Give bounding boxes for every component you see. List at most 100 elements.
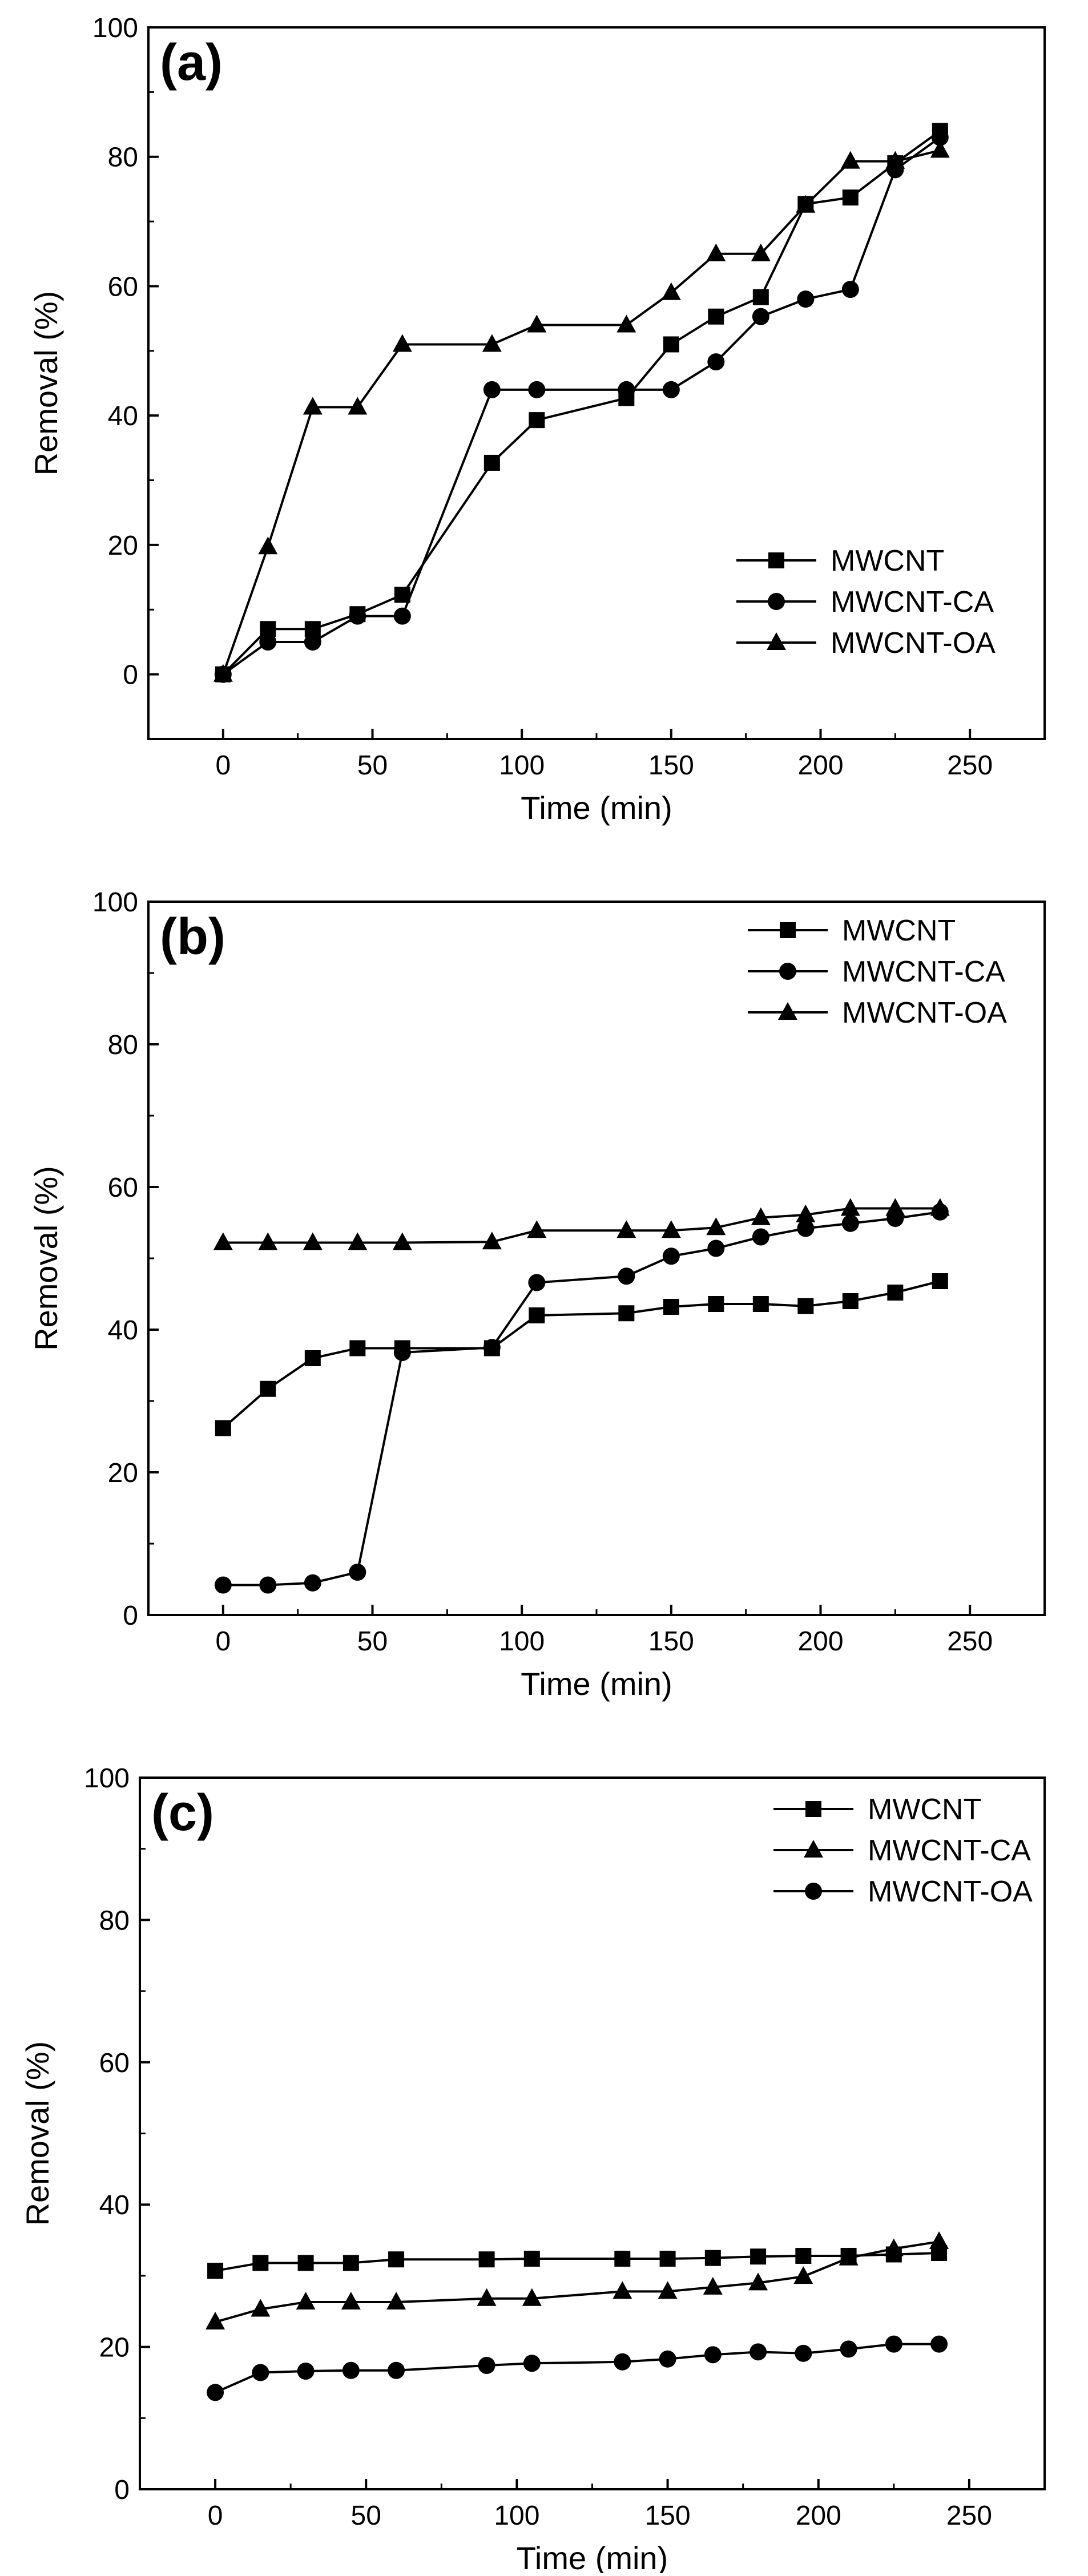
data-point-mwcnt-ca xyxy=(477,2288,497,2306)
x-tick-label: 0 xyxy=(215,1626,231,1657)
x-tick-label: 150 xyxy=(648,750,694,781)
data-point-mwcnt xyxy=(483,454,500,471)
legend-marker xyxy=(778,1002,797,1020)
legend-label: MWCNT-CA xyxy=(831,586,994,619)
data-point-mwcnt xyxy=(215,1420,231,1436)
legend: MWCNT MWCNT-CA MWCNT-OA xyxy=(773,1793,1033,1908)
legend-marker xyxy=(804,1840,823,1858)
data-point-mwcnt-oa xyxy=(523,2355,541,2372)
x-tick-label: 200 xyxy=(796,2501,841,2531)
data-point-mwcnt-oa xyxy=(930,140,950,158)
x-tick-label: 200 xyxy=(797,750,843,781)
data-point-mwcnt-ca xyxy=(612,2281,632,2299)
data-point-mwcnt-oa xyxy=(796,195,816,213)
data-point-mwcnt-oa xyxy=(303,1232,323,1250)
x-tick-label: 100 xyxy=(499,750,545,781)
data-point-mwcnt-ca xyxy=(662,1247,680,1265)
data-point-mwcnt-ca xyxy=(793,2266,813,2284)
data-point-mwcnt-oa xyxy=(661,282,681,300)
data-point-mwcnt-ca xyxy=(349,1564,366,1581)
data-point-mwcnt xyxy=(260,1380,276,1397)
data-point-mwcnt-ca xyxy=(703,2276,723,2295)
data-point-mwcnt-ca xyxy=(528,1274,546,1291)
x-axis-title: Time (min) xyxy=(517,2540,668,2573)
data-point-mwcnt-ca xyxy=(752,1228,769,1246)
y-tick-label: 80 xyxy=(108,1030,138,1060)
data-point-mwcnt xyxy=(752,1296,769,1312)
data-point-mwcnt-oa xyxy=(258,536,278,555)
y-tick-label: 80 xyxy=(99,1905,130,1936)
data-point-mwcnt-oa xyxy=(392,334,412,352)
x-tick-label: 100 xyxy=(499,1626,545,1657)
data-point-mwcnt xyxy=(887,1285,904,1301)
legend-label: MWCNT-CA xyxy=(842,955,1005,988)
x-tick-label: 0 xyxy=(215,750,231,781)
legend: MWCNT MWCNT-CA MWCNT-OA xyxy=(736,544,996,660)
data-point-mwcnt-ca xyxy=(707,353,725,371)
data-point-mwcnt xyxy=(797,1298,814,1314)
data-point-mwcnt xyxy=(529,1307,545,1323)
data-point-mwcnt-oa xyxy=(614,2353,631,2371)
data-point-mwcnt-ca xyxy=(205,2311,225,2329)
data-point-mwcnt-ca xyxy=(931,128,949,146)
y-axis-title: Removal (%) xyxy=(28,291,64,476)
data-point-mwcnt-ca xyxy=(797,290,815,308)
data-point-mwcnt-ca xyxy=(259,1576,277,1594)
data-point-mwcnt-ca xyxy=(707,1239,725,1257)
legend: MWCNT MWCNT-CA MWCNT-OA xyxy=(748,914,1007,1029)
y-tick-label: 40 xyxy=(99,2190,130,2220)
data-point-mwcnt-ca xyxy=(341,2292,361,2310)
data-point-mwcnt-oa xyxy=(303,397,323,415)
legend-label: MWCNT-CA xyxy=(868,1834,1031,1867)
data-point-mwcnt-oa xyxy=(840,1198,860,1216)
data-point-mwcnt-ca xyxy=(304,633,321,651)
data-point-mwcnt-oa xyxy=(348,397,368,415)
y-tick-label: 20 xyxy=(108,1458,138,1488)
y-axis-title: Removal (%) xyxy=(19,2041,55,2226)
data-point-mwcnt-oa xyxy=(885,1198,905,1216)
y-tick-label: 0 xyxy=(123,1601,138,1631)
data-point-mwcnt-oa xyxy=(388,2361,405,2379)
x-tick-label: 250 xyxy=(946,2501,992,2531)
data-point-mwcnt-oa xyxy=(840,151,860,169)
x-tick-label: 50 xyxy=(357,750,388,781)
y-tick-label: 100 xyxy=(92,887,138,918)
data-point-mwcnt-oa xyxy=(885,2335,902,2353)
y-tick-label: 0 xyxy=(114,2475,130,2505)
data-point-mwcnt-ca xyxy=(841,1214,859,1232)
data-point-mwcnt xyxy=(842,1293,859,1309)
y-tick-label: 40 xyxy=(108,1315,138,1346)
data-point-mwcnt xyxy=(659,2250,676,2267)
data-point-mwcnt-oa xyxy=(930,2335,948,2353)
data-point-mwcnt-oa xyxy=(704,2346,722,2364)
x-tick-label: 200 xyxy=(797,1626,843,1657)
data-point-mwcnt-oa xyxy=(706,1217,726,1235)
series-line-mwcnt xyxy=(215,2251,940,2272)
data-point-mwcnt-oa xyxy=(297,2362,315,2380)
legend-label: MWCNT xyxy=(831,544,944,578)
data-point-mwcnt-oa xyxy=(348,1232,368,1250)
data-point-mwcnt-ca xyxy=(259,633,277,651)
legend-label: MWCNT xyxy=(868,1793,981,1826)
legend-marker xyxy=(768,552,784,568)
chart-panel-a: 0 50 100 150 200 250 0 20 40 60 80 100 Time (min) Rem… xyxy=(28,13,1046,826)
y-tick-label: 0 xyxy=(123,660,138,691)
data-point-mwcnt xyxy=(663,1299,679,1315)
x-tick-label: 250 xyxy=(947,1626,993,1657)
x-tick-label: 150 xyxy=(645,2501,691,2531)
data-point-mwcnt xyxy=(529,412,545,429)
x-tick-label: 100 xyxy=(494,2501,539,2531)
data-point-mwcnt xyxy=(663,336,679,353)
data-point-mwcnt-ca xyxy=(797,1220,815,1237)
data-point-mwcnt-ca xyxy=(662,381,680,398)
data-point-mwcnt-ca xyxy=(752,308,769,325)
data-point-mwcnt-oa xyxy=(749,2343,767,2361)
legend-label: MWCNT-OA xyxy=(868,1875,1033,1908)
data-point-mwcnt-oa xyxy=(527,314,547,333)
data-point-mwcnt-oa xyxy=(930,1198,950,1216)
x-tick-label: 150 xyxy=(648,1626,694,1657)
x-tick-label: 50 xyxy=(357,1626,388,1657)
data-point-mwcnt-oa xyxy=(342,2361,360,2379)
y-tick-label: 100 xyxy=(84,1763,130,1794)
